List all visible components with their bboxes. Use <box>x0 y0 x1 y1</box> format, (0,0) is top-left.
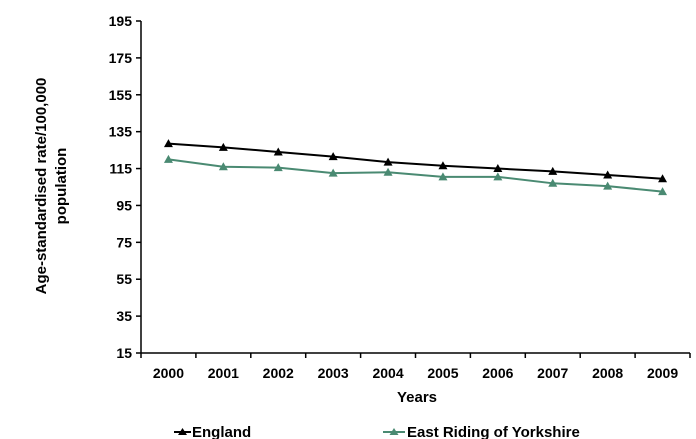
data-point <box>438 172 448 181</box>
x-tick-label: 2001 <box>208 365 239 381</box>
data-point <box>548 166 558 175</box>
legend-label-england: England <box>192 424 251 439</box>
x-axis: 2000 2001 2002 2003 2004 2005 2006 2007 2008 2009 <box>140 352 691 381</box>
data-point <box>548 178 558 187</box>
data-point <box>163 154 173 163</box>
x-tick-label: 2003 <box>318 365 349 381</box>
data-point <box>273 147 283 156</box>
x-tick-label: 2006 <box>482 365 513 381</box>
y-axis-title-line-2: population <box>53 148 70 225</box>
data-point <box>658 174 668 183</box>
data-point <box>383 157 393 166</box>
data-point <box>218 162 228 171</box>
y-tick-label: 75 <box>116 234 132 250</box>
data-point <box>328 152 338 161</box>
series-line <box>168 158 663 193</box>
legend-marker-east-riding <box>389 428 399 435</box>
data-point <box>658 187 668 196</box>
data-point <box>218 142 228 151</box>
x-tick-label: 2004 <box>372 365 403 381</box>
data-point <box>493 164 503 173</box>
series-england <box>163 139 668 183</box>
y-tick-label: 115 <box>109 161 132 177</box>
data-point <box>383 167 393 176</box>
y-axis-title-line-1: Age-standardised rate/100,000 <box>33 78 50 295</box>
y-tick-label: 55 <box>116 271 132 287</box>
legend-marker-england <box>178 428 187 435</box>
y-tick-label: 135 <box>109 124 133 140</box>
data-point <box>273 163 283 172</box>
x-tick-label: 2005 <box>427 365 458 381</box>
data-point <box>438 161 448 170</box>
legend-item-east-riding: East Riding of Yorkshire <box>383 424 580 439</box>
y-tick-label: 35 <box>116 308 132 324</box>
data-point <box>163 139 173 148</box>
y-axis-title: Age-standardised rate/100,000 population <box>33 78 70 295</box>
data-point <box>328 168 338 177</box>
data-point <box>493 172 503 181</box>
legend-label-east-riding: East Riding of Yorkshire <box>407 424 580 439</box>
y-tick-label: 95 <box>116 197 132 213</box>
series-line <box>168 142 663 180</box>
data-point <box>603 170 613 179</box>
y-tick-label: 155 <box>109 87 133 103</box>
x-tick-label: 2007 <box>537 365 568 381</box>
x-tick-label: 2000 <box>153 365 184 381</box>
legend-item-england: England <box>174 424 251 439</box>
legend: England East Riding of Yorkshire <box>174 424 580 439</box>
series-east-riding <box>163 154 668 196</box>
data-point <box>603 181 613 190</box>
x-tick-label: 2008 <box>592 365 623 381</box>
series-layer <box>163 139 668 196</box>
y-tick-label: 15 <box>116 345 132 361</box>
x-axis-title: Years <box>397 389 437 406</box>
y-tick-label: 195 <box>109 13 133 29</box>
x-tick-label: 2002 <box>263 365 294 381</box>
x-tick-label: 2009 <box>647 365 678 381</box>
y-tick-label: 175 <box>109 50 133 66</box>
y-axis: 15 35 55 75 95 115 135 155 175 195 <box>109 13 142 361</box>
